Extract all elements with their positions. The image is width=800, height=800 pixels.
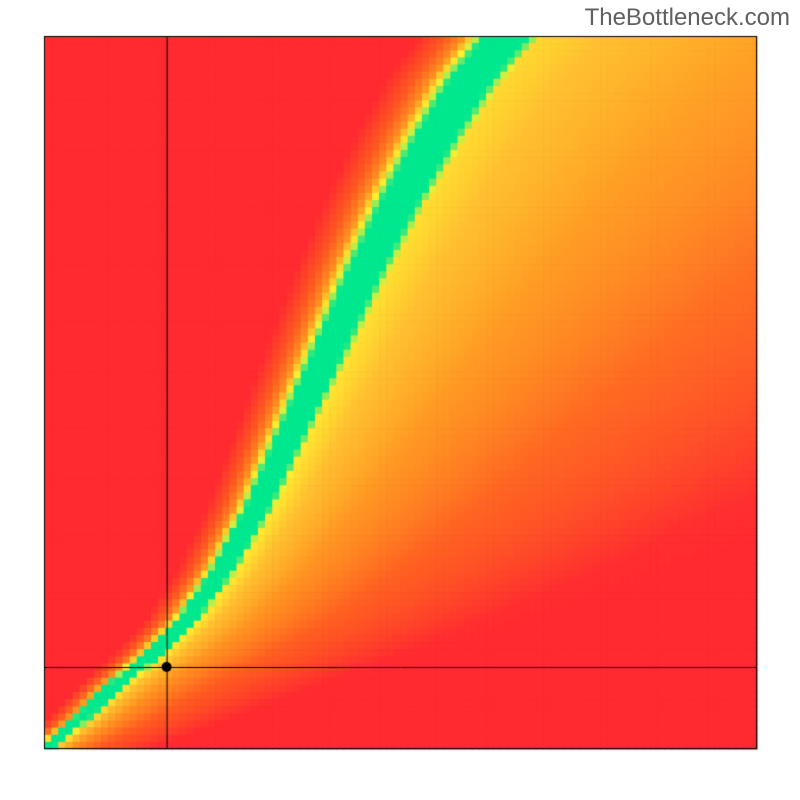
bottleneck-heatmap-canvas: [0, 0, 800, 800]
chart-container: TheBottleneck.com: [0, 0, 800, 800]
watermark-text: TheBottleneck.com: [585, 4, 790, 32]
